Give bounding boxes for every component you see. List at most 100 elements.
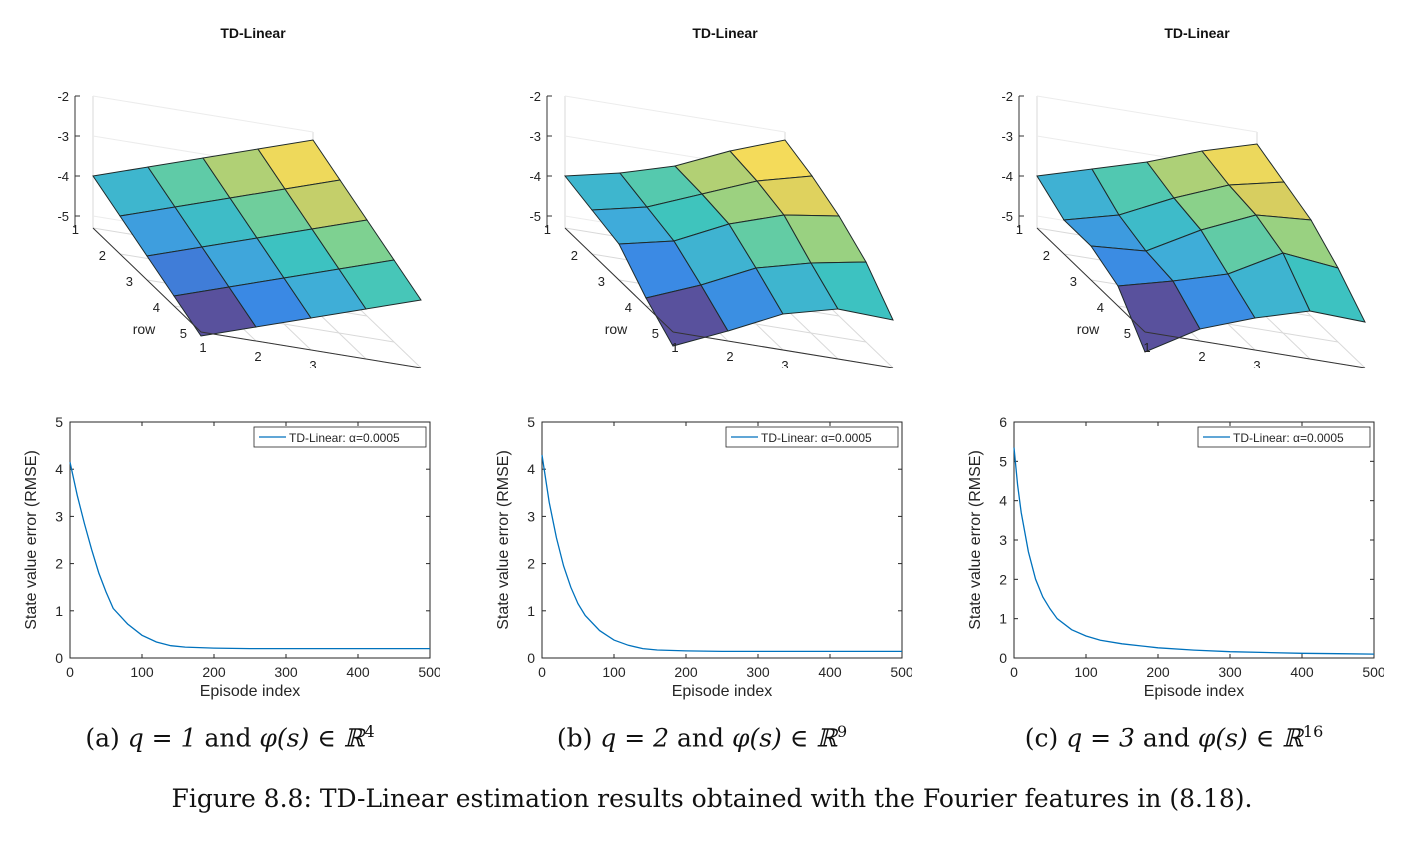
caption-c-label: (c)	[1024, 723, 1059, 753]
column-tick-label: 1	[199, 340, 206, 355]
y-tick-label: 1	[55, 603, 63, 619]
z-tick-label: -4	[529, 169, 541, 184]
row-tick-label: 3	[126, 274, 133, 289]
y-tick-label: 0	[55, 650, 63, 666]
legend-label: TD-Linear: α=0.0005	[1233, 431, 1344, 445]
caption-b: (b) q = 2 and φ(s) ∈ ℝ9	[472, 722, 932, 752]
plot-area	[541, 421, 903, 659]
z-tick-label: -2	[1001, 89, 1013, 104]
y-tick-label: 5	[527, 414, 535, 430]
z-tick-label: -3	[57, 129, 69, 144]
x-tick-label: 400	[818, 664, 842, 680]
column-tick-label: 3	[1253, 358, 1260, 368]
y-tick-label: 4	[999, 493, 1007, 509]
row-tick-label: 5	[652, 326, 659, 341]
column-axis-line	[672, 331, 894, 368]
figure-caption: Figure 8.8: TD-Linear estimation results…	[171, 784, 1253, 813]
surface-mesh	[564, 139, 894, 347]
row-axis-line	[92, 227, 202, 333]
surface-title: TD-Linear	[1164, 25, 1230, 41]
y-tick-label: 3	[999, 532, 1007, 548]
surface-plot-c: -2-3-4-51234512345rowcolumnTD-Linear	[1001, 25, 1366, 368]
x-tick-label: 200	[202, 664, 226, 680]
row-axis-line	[1036, 227, 1146, 333]
row-tick-label: 2	[99, 248, 106, 263]
back-wall-grid	[92, 95, 314, 133]
x-tick-label: 200	[1146, 664, 1170, 680]
caption-c-phi: φ(s) ∈ ℝ	[1197, 723, 1303, 753]
column-tick-label: 4	[836, 367, 843, 368]
row-tick-label: 5	[180, 326, 187, 341]
series-line	[541, 454, 902, 653]
x-tick-label: 0	[66, 664, 74, 680]
rmse-plot-b: 0 100 200 300 400 500 0 1 2 3 4 5 Episode index State…	[482, 398, 912, 710]
z-tick-label: -3	[529, 129, 541, 144]
x-axis-label: Episode index	[200, 683, 301, 700]
surface-patch	[338, 259, 422, 310]
x-axis-label: Episode index	[672, 683, 773, 700]
row-axis-label: row	[605, 321, 628, 337]
y-tick-label: 3	[55, 508, 63, 524]
x-tick-label: 500	[1362, 664, 1384, 680]
caption-b-phi: φ(s) ∈ ℝ	[731, 723, 837, 753]
surface-patch	[810, 261, 894, 321]
column-axis-line	[200, 331, 422, 368]
column-tick-label: 4	[364, 367, 371, 368]
row-tick-label: 3	[598, 274, 605, 289]
y-tick-label: 2	[999, 571, 1007, 587]
x-tick-label: 100	[130, 664, 154, 680]
row-tick-label: 1	[72, 222, 79, 237]
plot-area	[1013, 421, 1375, 659]
y-tick-label: 1	[999, 611, 1007, 627]
x-tick-label: 300	[746, 664, 770, 680]
z-tick-label: -5	[529, 209, 541, 224]
legend-label: TD-Linear: α=0.0005	[289, 431, 400, 445]
x-axis-label: Episode index	[1144, 683, 1245, 700]
y-tick-label: 2	[527, 556, 535, 572]
y-tick-label: 4	[55, 461, 63, 477]
x-tick-label: 500	[418, 664, 440, 680]
z-tick-label: -4	[1001, 169, 1013, 184]
x-tick-label: 400	[1290, 664, 1314, 680]
caption-b-q: q = 2	[600, 723, 670, 753]
row-tick-label: 5	[1124, 326, 1131, 341]
column-tick-label: 3	[309, 358, 316, 368]
z-tick-label: -2	[529, 89, 541, 104]
row-tick-label: 1	[544, 222, 551, 237]
y-tick-label: 2	[55, 556, 63, 572]
column-tick-label: 1	[671, 340, 678, 355]
surface-plot-a: -2-3-4-51234512345rowcolumnTD-Linear	[57, 25, 422, 368]
caption-a-phi: φ(s) ∈ ℝ	[259, 723, 365, 753]
column-tick-label: 2	[1198, 349, 1205, 364]
rmse-plot-c: 0 100 200 300 400 500 0 1 2 3 4 5 6 Episode index Stat…	[954, 398, 1384, 710]
plot-area	[69, 421, 431, 659]
z-tick-label: -5	[1001, 209, 1013, 224]
rmse-plot-a: 0 100 200 300 400 500 0 1 2 3 4 5 Episode index State…	[10, 398, 440, 710]
column-axis-line	[1144, 331, 1366, 368]
caption-a-and: and	[204, 723, 252, 753]
series-line	[1013, 447, 1375, 655]
x-tick-label: 300	[274, 664, 298, 680]
surface-title: TD-Linear	[692, 25, 758, 41]
column-tick-label: 2	[726, 349, 733, 364]
row-tick-label: 4	[1097, 300, 1104, 315]
legend-box	[253, 426, 427, 448]
caption-c-exp: 16	[1302, 722, 1324, 741]
x-tick-label: 300	[1218, 664, 1242, 680]
x-tick-label: 0	[538, 664, 546, 680]
x-tick-label: 500	[890, 664, 912, 680]
series-line	[69, 461, 430, 650]
y-tick-label: 5	[999, 453, 1007, 469]
x-tick-label: 100	[602, 664, 626, 680]
z-tick-label: -3	[1001, 129, 1013, 144]
y-tick-label: 4	[527, 461, 535, 477]
y-axis-label: State value error (RMSE)	[23, 450, 40, 630]
z-tick-label: -2	[57, 89, 69, 104]
y-tick-label: 3	[527, 508, 535, 524]
x-tick-label: 0	[1010, 664, 1018, 680]
row-axis-label: row	[133, 321, 156, 337]
column-tick-label: 3	[781, 358, 788, 368]
column-tick-label: 1	[1143, 340, 1150, 355]
surface-mesh	[92, 139, 422, 337]
caption-a: (a) q = 1 and φ(s) ∈ ℝ4	[0, 722, 460, 752]
